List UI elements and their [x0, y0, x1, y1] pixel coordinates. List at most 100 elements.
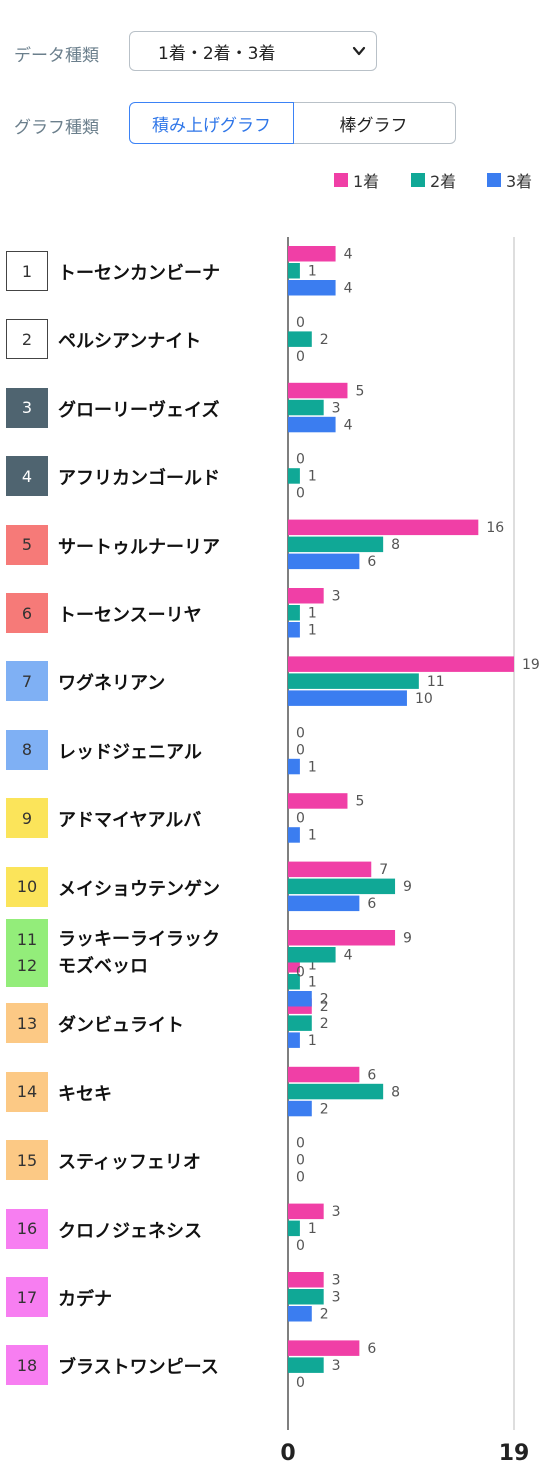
bar-3st — [288, 553, 360, 570]
gate-number-badge: 8 — [6, 729, 48, 770]
data-label: 2 — [320, 332, 329, 348]
data-label: 5 — [355, 383, 364, 399]
gate-number-badge: 5 — [6, 524, 48, 565]
legend-swatch-2nd — [411, 173, 425, 187]
data-label: 8 — [391, 537, 400, 553]
gate-number-badge: 7 — [6, 661, 48, 702]
bar-1st — [288, 930, 396, 946]
legend-item-1st[interactable]: 1着 — [334, 168, 379, 192]
data-label: 0 — [296, 742, 305, 758]
chevron-down-icon — [352, 46, 366, 56]
x-tick-label: 19 — [499, 1441, 530, 1466]
bar-2st — [288, 605, 300, 621]
data-type-select[interactable]: 1着・2着・3着 — [129, 31, 377, 71]
bar-1st — [288, 1203, 324, 1220]
data-label: 19 — [522, 657, 540, 673]
bar-1st — [288, 246, 336, 262]
bar-2st — [288, 1289, 324, 1305]
bar-3st — [288, 1100, 312, 1117]
bar-1st — [288, 793, 348, 809]
bar-1st — [288, 382, 348, 399]
data-label: 4 — [344, 948, 353, 964]
data-label: 8 — [391, 1084, 400, 1100]
data-label: 3 — [332, 1358, 341, 1374]
data-label: 3 — [332, 1273, 341, 1289]
horse-name: モズベッロ — [58, 956, 148, 977]
data-label: 1 — [308, 264, 317, 280]
bar-2st — [288, 468, 300, 484]
data-label: 0 — [296, 1238, 305, 1254]
horse-name: アフリカンゴールド — [58, 468, 220, 490]
gate-number-badge: 4 — [6, 456, 48, 497]
bar-3st — [288, 991, 312, 1007]
graph-type-stacked-button[interactable]: 積み上げグラフ — [129, 102, 294, 144]
bar-1st — [288, 656, 514, 672]
legend-label-2nd: 2着 — [430, 172, 457, 191]
gate-number-badge: 18 — [6, 1345, 48, 1386]
x-tick-label: 0 — [280, 1441, 295, 1466]
bar-2st — [288, 399, 324, 416]
bar-1st — [288, 1272, 324, 1288]
data-label: 6 — [367, 896, 376, 912]
horse-name: メイショウテンゲン — [58, 878, 220, 900]
horse-name: ダンビュライト — [58, 1015, 184, 1037]
data-label: 7 — [379, 862, 388, 878]
bar-2st — [288, 673, 419, 689]
bar-3st — [288, 1306, 312, 1322]
bar-3st — [288, 622, 300, 638]
bar-3st — [288, 690, 407, 706]
legend-label-1st: 1着 — [353, 172, 380, 191]
data-label: 0 — [296, 965, 305, 981]
graph-type-label: グラフ種類 — [14, 118, 99, 138]
data-label: 5 — [355, 794, 364, 810]
horse-name: スティッフェリオ — [58, 1152, 201, 1174]
horse-name: ラッキーライラック — [58, 929, 220, 950]
legend-swatch-3rd — [487, 173, 501, 187]
legend-item-3rd[interactable]: 3着 — [487, 168, 532, 192]
horse-name: レッドジェニアル — [58, 741, 202, 763]
data-label: 2 — [320, 999, 329, 1015]
horse-name: カデナ — [58, 1289, 112, 1310]
horse-name: アドマイヤアルバ — [58, 810, 202, 832]
data-label: 1 — [308, 975, 317, 991]
data-label: 6 — [367, 1341, 376, 1357]
data-label: 16 — [486, 520, 504, 536]
bar-2st — [288, 878, 396, 895]
bar-2st — [288, 974, 300, 990]
gate-number-badge: 13 — [6, 1003, 48, 1044]
data-label: 1 — [308, 469, 317, 485]
data-label: 1 — [308, 759, 317, 775]
data-label: 2 — [320, 1307, 329, 1323]
horse-name: サートゥルナーリア — [58, 536, 220, 558]
bar-3st — [288, 758, 300, 775]
horse-name: ブラストワンピース — [58, 1357, 219, 1379]
data-label: 0 — [296, 486, 305, 502]
data-label: 1 — [308, 828, 317, 844]
data-label: 4 — [344, 247, 353, 263]
legend-label-3rd: 3着 — [506, 172, 533, 191]
gate-number: 11 — [16, 930, 38, 949]
data-label: 2 — [320, 1101, 329, 1117]
bar-3st — [288, 280, 336, 296]
horse-name: キセキ — [58, 1083, 112, 1105]
bar-2st — [288, 1083, 384, 1100]
gate-number-badge: 17 — [6, 1277, 48, 1317]
data-label: 6 — [367, 554, 376, 570]
gate-number-badge: 6 — [6, 593, 48, 633]
data-label: 4 — [344, 417, 353, 433]
data-type-label: データ種類 — [14, 46, 99, 66]
gate-number-badge: 11 12 — [6, 919, 48, 987]
gate-number-badge: 9 — [6, 798, 48, 839]
data-label: 0 — [296, 452, 305, 468]
data-label: 9 — [403, 931, 412, 947]
data-label: 0 — [296, 349, 305, 365]
data-label: 6 — [367, 1067, 376, 1083]
bar-1st — [288, 588, 324, 604]
bar-2st — [288, 331, 312, 347]
bar-3st — [288, 827, 300, 843]
data-label: 0 — [296, 1136, 305, 1152]
data-label: 0 — [296, 315, 305, 331]
gate-number: 12 — [16, 956, 38, 975]
graph-type-bar-button[interactable]: 棒グラフ — [292, 102, 456, 144]
legend-item-2nd[interactable]: 2着 — [411, 168, 456, 192]
